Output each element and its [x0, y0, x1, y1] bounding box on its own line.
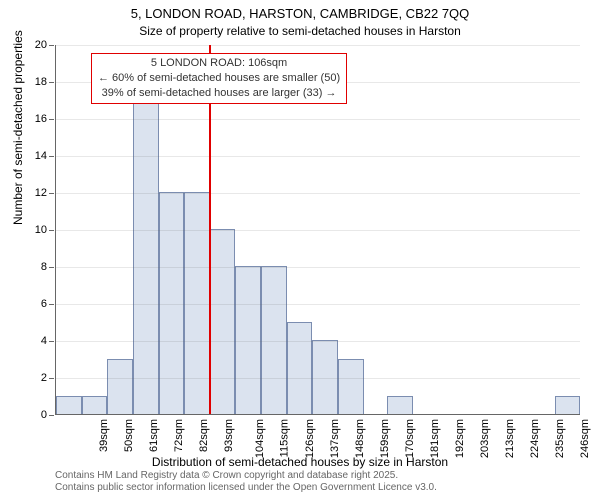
y-tick [49, 230, 54, 231]
y-tick-label: 18 [35, 76, 47, 88]
y-axis-label: Number of semi-detached properties [11, 30, 25, 225]
histogram-bar [338, 359, 364, 415]
x-tick-label: 137sqm [329, 419, 341, 458]
y-tick [49, 193, 54, 194]
histogram-bar [56, 396, 82, 415]
x-tick-label: 224sqm [529, 419, 541, 458]
y-tick-label: 6 [41, 298, 47, 310]
y-tick [49, 267, 54, 268]
y-tick-label: 14 [35, 150, 47, 162]
x-tick-label: 82sqm [198, 419, 210, 452]
histogram-bar [387, 396, 413, 415]
annotation-line: 39% of semi-detached houses are larger (… [98, 86, 340, 101]
y-tick [49, 378, 54, 379]
histogram-bar [82, 396, 108, 415]
x-tick-label: 148sqm [354, 419, 366, 458]
gridline [56, 230, 580, 231]
y-tick-label: 2 [41, 372, 47, 384]
gridline [56, 304, 580, 305]
histogram-bar [184, 192, 210, 414]
x-tick-label: 115sqm [278, 419, 290, 457]
y-tick-label: 10 [35, 224, 47, 236]
chart-title-main: 5, LONDON ROAD, HARSTON, CAMBRIDGE, CB22… [0, 6, 600, 21]
x-tick-label: 61sqm [148, 419, 160, 452]
y-tick [49, 156, 54, 157]
annotation-box: 5 LONDON ROAD: 106sqm← 60% of semi-detac… [91, 53, 347, 104]
gridline [56, 193, 580, 194]
y-tick-label: 0 [41, 409, 47, 421]
histogram-bar [210, 229, 236, 414]
annotation-line: ← 60% of semi-detached houses are smalle… [98, 71, 340, 86]
y-tick-label: 12 [35, 187, 47, 199]
histogram-bar [312, 340, 338, 414]
x-tick-label: 192sqm [454, 419, 466, 458]
annotation-line: 5 LONDON ROAD: 106sqm [98, 56, 340, 71]
y-tick [49, 415, 54, 416]
y-tick-label: 8 [41, 261, 47, 273]
x-axis-label: Distribution of semi-detached houses by … [0, 455, 600, 469]
plot-area: 0246810121416182039sqm50sqm61sqm72sqm82s… [55, 45, 580, 415]
x-tick-label: 235sqm [554, 419, 566, 458]
histogram-bar [287, 322, 313, 415]
gridline [56, 378, 580, 379]
histogram-bar [159, 192, 185, 414]
x-tick-label: 50sqm [123, 419, 135, 452]
x-tick-label: 159sqm [379, 419, 391, 458]
histogram-bar [235, 266, 261, 414]
chart-title-sub: Size of property relative to semi-detach… [0, 24, 600, 38]
x-tick-label: 203sqm [479, 419, 491, 458]
y-tick-label: 4 [41, 335, 47, 347]
x-tick-label: 246sqm [579, 419, 591, 458]
gridline [56, 156, 580, 157]
y-tick [49, 341, 54, 342]
y-tick [49, 119, 54, 120]
y-tick-label: 16 [35, 113, 47, 125]
x-tick-label: 126sqm [304, 419, 316, 458]
histogram-bar [107, 359, 133, 415]
x-tick-label: 170sqm [404, 419, 416, 458]
histogram-bar [555, 396, 581, 415]
y-tick [49, 304, 54, 305]
x-tick-label: 39sqm [98, 419, 110, 452]
y-tick [49, 82, 54, 83]
gridline [56, 45, 580, 46]
y-tick [49, 45, 54, 46]
footer-line-1: Contains HM Land Registry data © Crown c… [55, 470, 437, 482]
gridline [56, 267, 580, 268]
x-tick-label: 104sqm [254, 419, 266, 458]
footer-attribution: Contains HM Land Registry data © Crown c… [55, 470, 437, 494]
footer-line-2: Contains public sector information licen… [55, 482, 437, 494]
x-tick-label: 181sqm [429, 419, 441, 458]
histogram-bar [133, 100, 159, 415]
x-tick-label: 72sqm [173, 419, 185, 452]
histogram-bar [261, 266, 287, 414]
gridline [56, 119, 580, 120]
x-tick-label: 213sqm [504, 419, 516, 458]
chart-container: 5, LONDON ROAD, HARSTON, CAMBRIDGE, CB22… [0, 0, 600, 500]
y-tick-label: 20 [35, 39, 47, 51]
gridline [56, 341, 580, 342]
x-tick-label: 93sqm [223, 419, 235, 452]
